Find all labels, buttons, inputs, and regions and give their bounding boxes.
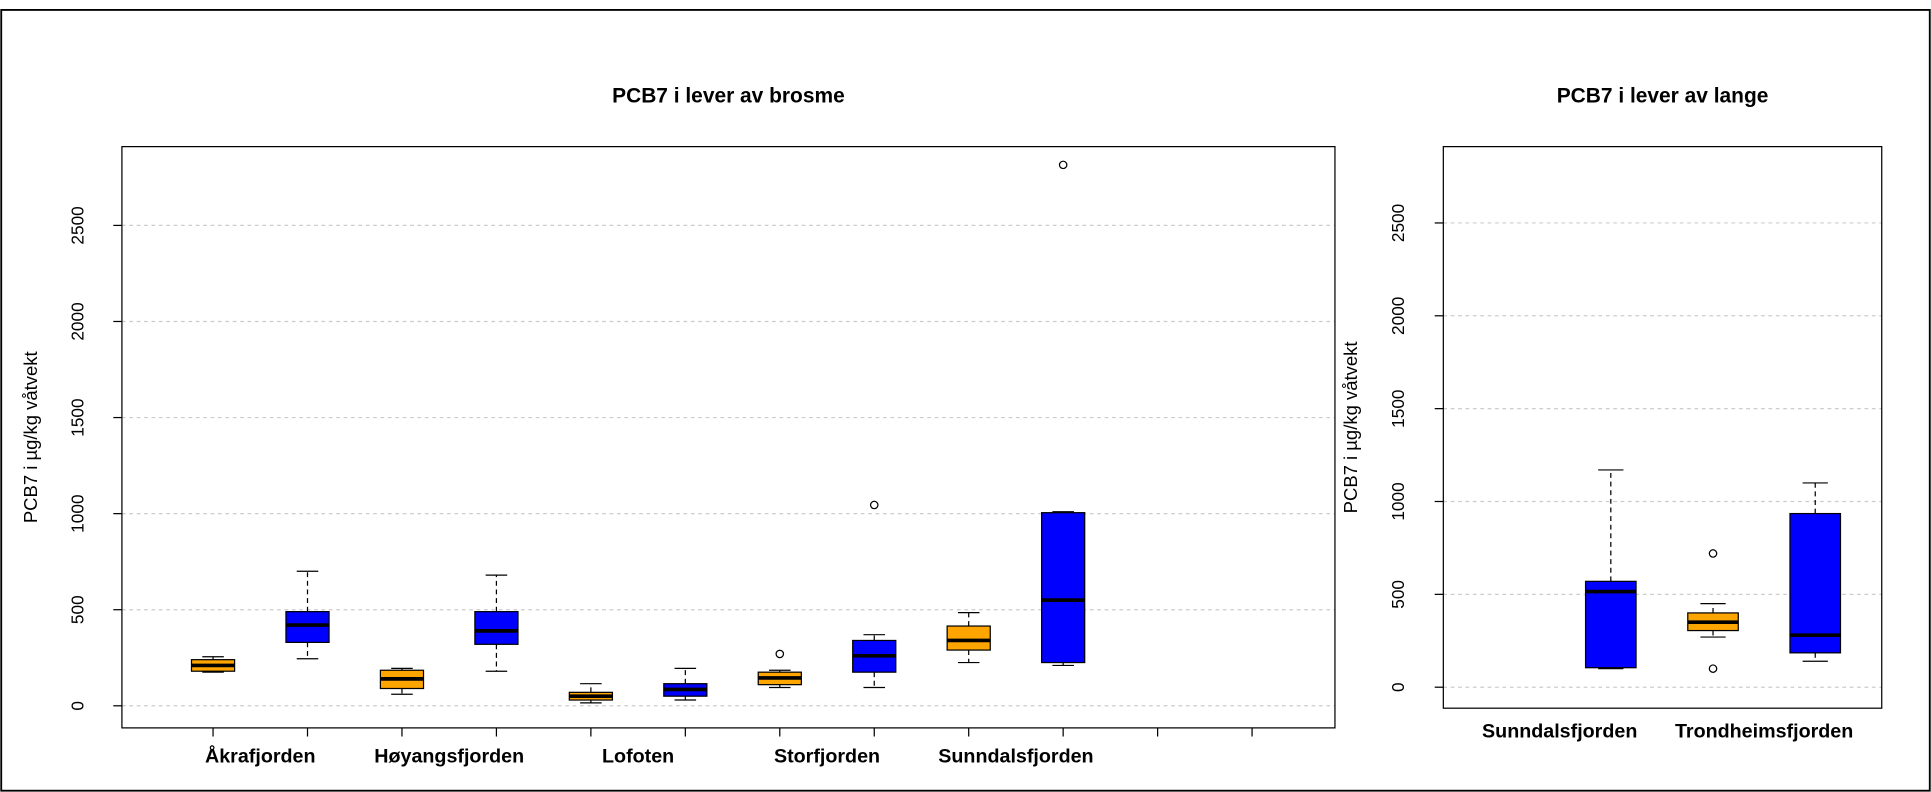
- y-tick-label: 2500: [68, 206, 88, 244]
- box: [474, 611, 519, 645]
- y-tick-label: 1000: [1388, 482, 1408, 520]
- y-tick-label: 1500: [68, 398, 88, 436]
- plot-frame: [121, 146, 1336, 729]
- x-tick-label: Sunndalsfjorden: [938, 745, 1093, 767]
- x-tick-label: Høyangsfjorden: [374, 745, 524, 767]
- y-tick-label: 0: [1388, 682, 1408, 692]
- box: [946, 625, 991, 651]
- x-tick-label: Sunndalsfjorden: [1482, 721, 1637, 743]
- x-tick-label: Storfjorden: [774, 745, 880, 767]
- y-tick-label: 1000: [68, 494, 88, 532]
- box: [1789, 512, 1842, 654]
- outlier: [869, 500, 879, 510]
- x-tick-label: Åkrafjorden: [205, 743, 315, 767]
- y-tick-label: 2000: [1388, 297, 1408, 335]
- outlier: [1708, 549, 1718, 558]
- outlier: [1058, 160, 1068, 170]
- y-tick-label: 2000: [68, 302, 88, 340]
- box: [285, 611, 330, 643]
- box: [1584, 580, 1637, 669]
- frame: [0, 8, 1931, 792]
- y-tick-label: 500: [68, 595, 88, 624]
- x-tick-label: Lofoten: [602, 745, 674, 767]
- chart-title: PCB7 i lever av brosme: [612, 84, 845, 107]
- y-axis-label: PCB7 i µg/kg våtvekt: [20, 351, 41, 523]
- y-axis-label: PCB7 i µg/kg våtvekt: [1340, 341, 1361, 513]
- plot-frame: [1442, 146, 1883, 709]
- box: [1040, 512, 1086, 664]
- x-tick-label: Trondheimsfjorden: [1675, 721, 1853, 743]
- outlier: [775, 649, 785, 659]
- y-tick-label: 500: [1388, 580, 1408, 609]
- y-tick-label: 2500: [1388, 204, 1408, 242]
- y-tick-label: 1500: [1388, 389, 1408, 427]
- outlier: [1708, 664, 1718, 673]
- y-tick-label: 0: [68, 701, 88, 711]
- chart-title: PCB7 i lever av lange: [1557, 84, 1769, 107]
